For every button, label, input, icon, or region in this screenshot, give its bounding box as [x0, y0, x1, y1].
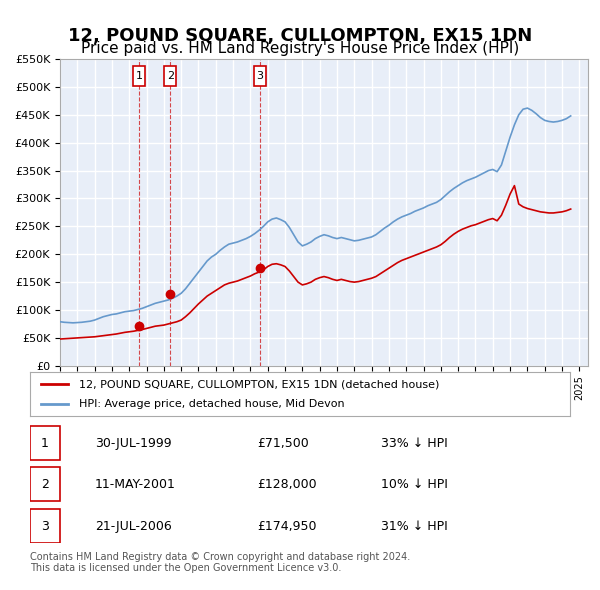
Text: 1: 1	[41, 437, 49, 450]
Text: 12, POUND SQUARE, CULLOMPTON, EX15 1DN (detached house): 12, POUND SQUARE, CULLOMPTON, EX15 1DN (…	[79, 379, 439, 389]
Text: £174,950: £174,950	[257, 520, 316, 533]
Text: 11-MAY-2001: 11-MAY-2001	[95, 478, 176, 491]
Text: 21-JUL-2006: 21-JUL-2006	[95, 520, 172, 533]
Text: Contains HM Land Registry data © Crown copyright and database right 2024.
This d: Contains HM Land Registry data © Crown c…	[30, 552, 410, 573]
Text: £71,500: £71,500	[257, 437, 308, 450]
Text: £128,000: £128,000	[257, 478, 316, 491]
FancyBboxPatch shape	[30, 467, 60, 501]
FancyBboxPatch shape	[133, 65, 145, 86]
Text: 1: 1	[136, 71, 143, 81]
Text: 31% ↓ HPI: 31% ↓ HPI	[381, 520, 448, 533]
FancyBboxPatch shape	[254, 65, 266, 86]
FancyBboxPatch shape	[30, 427, 60, 460]
Text: Price paid vs. HM Land Registry's House Price Index (HPI): Price paid vs. HM Land Registry's House …	[81, 41, 519, 56]
Text: 2: 2	[167, 71, 174, 81]
FancyBboxPatch shape	[30, 509, 60, 543]
Text: 10% ↓ HPI: 10% ↓ HPI	[381, 478, 448, 491]
Text: 12, POUND SQUARE, CULLOMPTON, EX15 1DN: 12, POUND SQUARE, CULLOMPTON, EX15 1DN	[68, 27, 532, 45]
FancyBboxPatch shape	[164, 65, 176, 86]
Text: 3: 3	[256, 71, 263, 81]
Text: 33% ↓ HPI: 33% ↓ HPI	[381, 437, 448, 450]
Text: HPI: Average price, detached house, Mid Devon: HPI: Average price, detached house, Mid …	[79, 399, 344, 408]
Text: 2: 2	[41, 478, 49, 491]
Text: 3: 3	[41, 520, 49, 533]
Text: 30-JUL-1999: 30-JUL-1999	[95, 437, 172, 450]
